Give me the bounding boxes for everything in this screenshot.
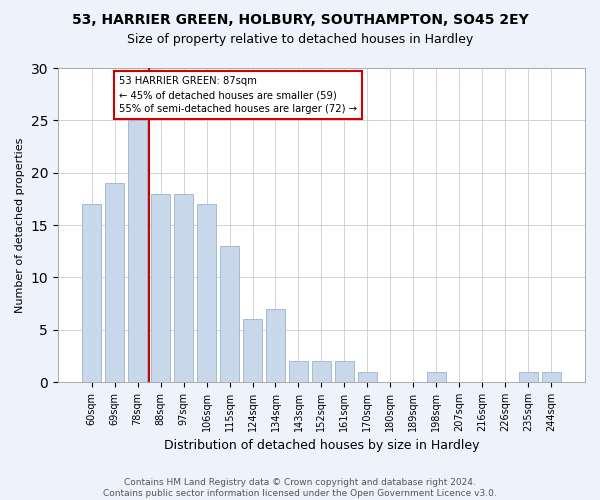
Bar [289, 361, 308, 382]
Bar [243, 320, 262, 382]
Bar [311, 361, 331, 382]
Bar [128, 120, 148, 382]
Bar [220, 246, 239, 382]
Bar [197, 204, 217, 382]
Bar [335, 361, 354, 382]
Bar [358, 372, 377, 382]
Text: 53 HARRIER GREEN: 87sqm
← 45% of detached houses are smaller (59)
55% of semi-de: 53 HARRIER GREEN: 87sqm ← 45% of detache… [119, 76, 357, 114]
Bar [174, 194, 193, 382]
Text: 53, HARRIER GREEN, HOLBURY, SOUTHAMPTON, SO45 2EY: 53, HARRIER GREEN, HOLBURY, SOUTHAMPTON,… [71, 12, 529, 26]
Text: Size of property relative to detached houses in Hardley: Size of property relative to detached ho… [127, 32, 473, 46]
Y-axis label: Number of detached properties: Number of detached properties [15, 138, 25, 312]
X-axis label: Distribution of detached houses by size in Hardley: Distribution of detached houses by size … [164, 440, 479, 452]
Text: Contains HM Land Registry data © Crown copyright and database right 2024.
Contai: Contains HM Land Registry data © Crown c… [103, 478, 497, 498]
Bar [82, 204, 101, 382]
Bar [427, 372, 446, 382]
Bar [542, 372, 561, 382]
Bar [105, 183, 124, 382]
Bar [151, 194, 170, 382]
Bar [266, 309, 285, 382]
Bar [518, 372, 538, 382]
